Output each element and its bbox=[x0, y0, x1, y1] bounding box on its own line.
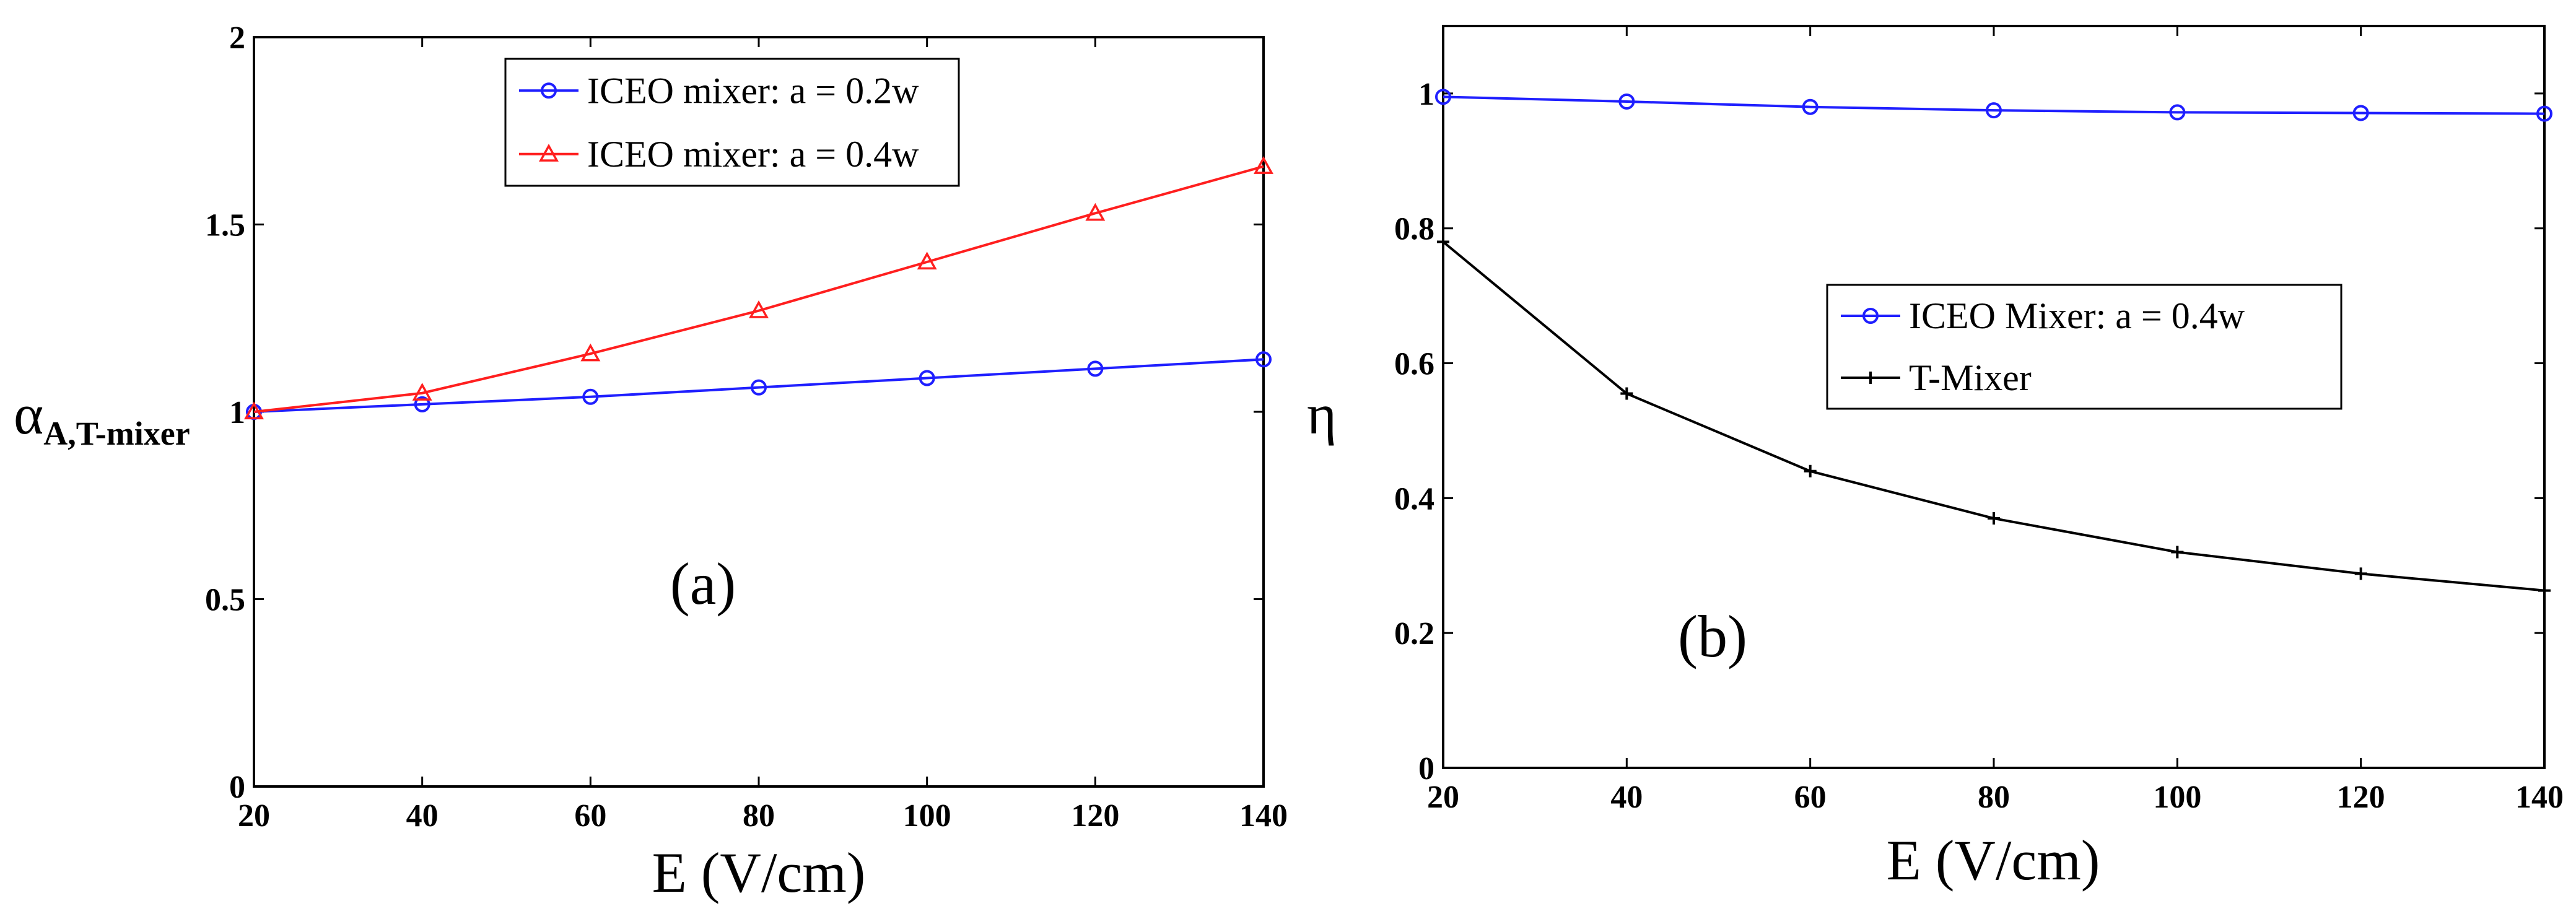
x-axis-label: E (V/cm) bbox=[652, 841, 866, 904]
x-tick-label: 140 bbox=[2515, 780, 2564, 815]
data-point bbox=[414, 396, 430, 412]
y-tick-label: 0.6 bbox=[1394, 347, 1434, 382]
x-tick-label: 60 bbox=[574, 798, 606, 834]
x-tick-label: 20 bbox=[1427, 780, 1459, 815]
legend: ICEO mixer: a = 0.2w ICEO mixer: a = 0.4w bbox=[504, 58, 960, 187]
y-axis: 0 0.2 0.4 0.6 0.8 1 bbox=[1394, 77, 2544, 786]
x-axis: 20 40 60 80 100 120 140 bbox=[1427, 26, 2564, 815]
x-tick-label: 40 bbox=[1610, 780, 1643, 815]
legend-box bbox=[1826, 284, 2342, 410]
data-point bbox=[1620, 387, 1633, 400]
x-axis: 20 40 60 80 100 120 140 bbox=[238, 37, 1288, 834]
data-point bbox=[582, 388, 599, 405]
series-line bbox=[253, 165, 1264, 413]
series-t-mixer bbox=[1437, 235, 2551, 597]
data-point bbox=[1988, 512, 2000, 525]
legend-label: T-Mixer bbox=[1909, 357, 2032, 398]
y-tick-label: 2 bbox=[229, 20, 245, 56]
legend-box bbox=[504, 58, 960, 187]
data-point bbox=[2536, 105, 2552, 122]
x-tick-label: 100 bbox=[903, 798, 951, 834]
y-tick-label: 1 bbox=[229, 395, 245, 430]
data-point bbox=[1435, 89, 1451, 105]
data-point bbox=[1802, 98, 1818, 115]
legend-label: ICEO mixer: a = 0.4w bbox=[587, 134, 919, 175]
series-iceo-mixer-a-0-4w bbox=[244, 156, 1273, 420]
data-point bbox=[2538, 584, 2551, 597]
legend-swatch-marker bbox=[1862, 308, 1879, 324]
y-axis: 0 0.5 1 1.5 2 bbox=[205, 20, 1264, 805]
series-line bbox=[253, 358, 1264, 413]
data-point bbox=[2169, 104, 2186, 121]
y-tick-label: 0 bbox=[1418, 751, 1434, 786]
data-point bbox=[244, 401, 264, 420]
y-tick-label: 0.2 bbox=[1394, 616, 1434, 651]
x-tick-label: 80 bbox=[1978, 780, 2010, 815]
y-tick-label: 0.5 bbox=[205, 583, 245, 618]
y-axis-label-subscript: A,T-mixer bbox=[43, 415, 190, 452]
series-line bbox=[1443, 95, 2545, 115]
data-point bbox=[2171, 546, 2184, 559]
legend-swatch-marker bbox=[541, 82, 557, 99]
data-point bbox=[917, 251, 937, 270]
data-point bbox=[1085, 203, 1106, 221]
data-point bbox=[1254, 156, 1273, 174]
x-tick-label: 20 bbox=[238, 798, 270, 834]
y-tick-label: 1.5 bbox=[205, 208, 245, 243]
y-axis-label-main: α bbox=[14, 383, 43, 446]
data-point bbox=[412, 383, 432, 401]
data-point bbox=[1986, 102, 2002, 119]
y-tick-label: 0.8 bbox=[1394, 212, 1434, 247]
data-point bbox=[2354, 567, 2367, 580]
y-tick-label: 0 bbox=[229, 770, 245, 805]
chart-panel-b: 20 40 60 80 100 120 140 0 0.2 0.4 0.6 0.8 1 ICEO Mixe… bbox=[1307, 25, 2564, 892]
x-tick-label: 120 bbox=[2337, 780, 2385, 815]
data-point bbox=[580, 343, 601, 362]
legend-label: ICEO mixer: a = 0.2w bbox=[587, 70, 919, 111]
x-tick-label: 140 bbox=[1239, 798, 1288, 834]
data-point bbox=[2352, 105, 2369, 121]
data-point bbox=[1804, 464, 1817, 477]
data-point bbox=[1255, 351, 1272, 368]
data-point bbox=[1087, 360, 1104, 377]
series-iceo-mixer-a-0-4w bbox=[1435, 89, 2552, 122]
x-tick-label: 60 bbox=[1794, 780, 1827, 815]
y-tick-label: 1 bbox=[1418, 77, 1434, 112]
y-axis-label-main: η bbox=[1307, 383, 1337, 446]
x-tick-label: 120 bbox=[1071, 798, 1119, 834]
x-tick-label: 100 bbox=[2153, 780, 2201, 815]
legend: ICEO Mixer: a = 0.4w T-Mixer bbox=[1826, 284, 2342, 410]
data-point bbox=[751, 379, 767, 396]
y-axis-label: αA,T-mixer bbox=[14, 383, 190, 452]
data-point bbox=[749, 300, 769, 318]
panel-annotation: (b) bbox=[1678, 603, 1747, 669]
y-axis-label: η bbox=[1307, 383, 1337, 446]
x-tick-label: 40 bbox=[406, 798, 439, 834]
x-tick-label: 80 bbox=[743, 798, 775, 834]
data-point bbox=[1437, 235, 1449, 248]
x-axis-label: E (V/cm) bbox=[1887, 829, 2100, 892]
chart-panel-a: 20 40 60 80 100 120 140 0 0.5 1 1.5 2 ICEO mixer: a … bbox=[14, 20, 1288, 904]
series-iceo-mixer-a-0-2w bbox=[246, 351, 1272, 420]
y-tick-label: 0.4 bbox=[1394, 481, 1434, 516]
legend-swatch-marker bbox=[539, 144, 559, 162]
data-point bbox=[1618, 93, 1635, 110]
legend-label: ICEO Mixer: a = 0.4w bbox=[1909, 295, 2245, 336]
panel-annotation: (a) bbox=[670, 551, 736, 617]
legend-swatch-marker bbox=[1864, 372, 1877, 384]
data-point bbox=[919, 370, 935, 386]
